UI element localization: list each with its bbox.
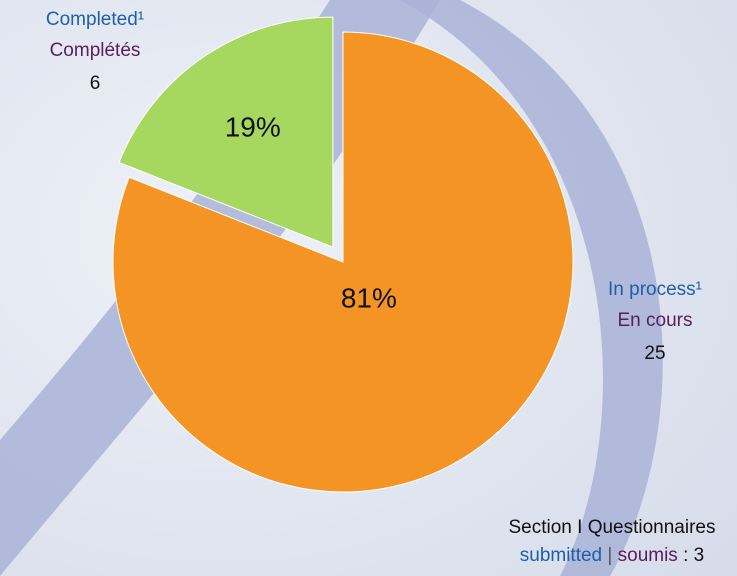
slice-name-fr: Complétés [50, 40, 141, 61]
value-label: 19% [225, 112, 281, 143]
slice-name: Completed¹ [46, 9, 144, 30]
slice-name: In process¹ [608, 279, 702, 300]
note-divider: | [607, 545, 612, 566]
note-fr: soumis [618, 545, 678, 566]
pie-slice [118, 16, 334, 248]
pie-slice [112, 31, 574, 493]
note-count: 3 [694, 545, 705, 566]
slice-name-fr: En cours [618, 310, 693, 331]
slice-count: 25 [644, 343, 665, 364]
note-title: Section I Questionnaires [508, 517, 715, 538]
note-en: submitted [520, 545, 602, 566]
note-line: submitted | soumis : 3 [520, 545, 704, 566]
slice-count: 6 [90, 73, 101, 94]
value-label: 81% [341, 282, 397, 313]
pie [112, 16, 574, 493]
decor-band [400, 0, 663, 576]
note-colon: : [683, 545, 688, 566]
